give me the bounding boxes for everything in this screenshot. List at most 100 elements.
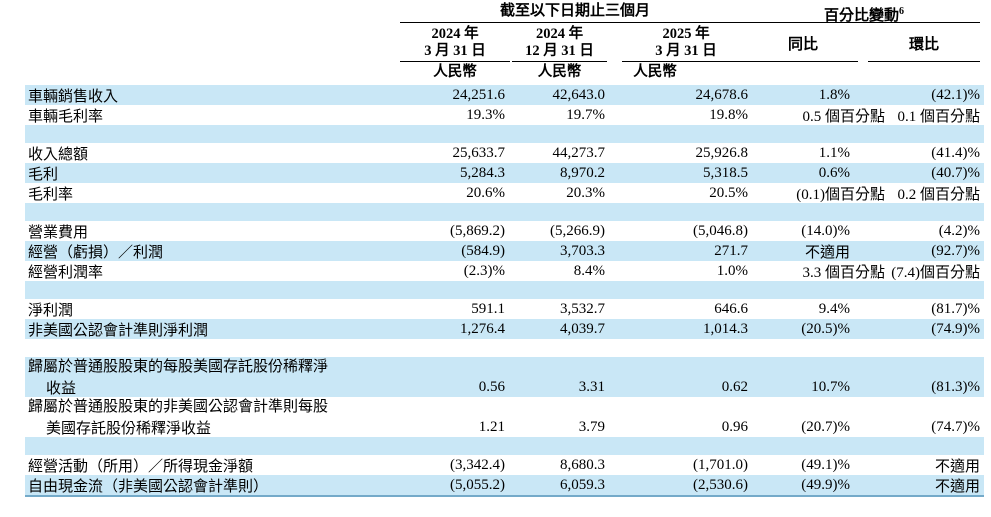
cell-qoq: 不適用 — [934, 479, 980, 495]
cell-qoq: (40.7)% — [931, 165, 980, 181]
cell-2024-12-31: 42,643.0 — [552, 87, 606, 103]
cell-2024-12-31: 8,970.2 — [560, 165, 605, 181]
period-group-label: 截至以下日期止三個月 — [499, 3, 650, 19]
cell-yoy: 0.6% — [818, 165, 850, 181]
table-row-line: 收入總額 25,633.7 44,273.7 25,926.8 1.1% (41.4)% — [25, 143, 984, 163]
cell-yoy: (0.1)個百分點 — [796, 187, 885, 203]
table-row-line: 經營活動（所用）／所得現金淨額 (3,342.4) 8,680.3 (1,701.0)… — [25, 455, 984, 475]
cell-2024-12-31: 8.4% — [573, 263, 605, 279]
table-row: 車輛銷售收入 24,251.6 42,643.0 24,678.6 1.8% (42.1)… — [25, 85, 984, 105]
spacer-row — [25, 281, 984, 299]
table-row: 經營利潤率 (2.3)% 8.4% 1.0% 3.3 個百分點 (7.4)個百分點 — [25, 261, 984, 281]
cell-yoy: 1.8% — [818, 87, 850, 103]
cell-2024-03-31: 19.3% — [466, 107, 505, 123]
cell-2024-03-31: 25,633.7 — [452, 145, 506, 161]
cell-2024-12-31: 19.7% — [566, 107, 605, 123]
cell-2024-03-31: 24,251.6 — [452, 87, 506, 103]
cell-2025-03-31: 19.8% — [709, 107, 748, 123]
cell-qoq: (74.7)% — [931, 419, 980, 435]
cell-qoq: (41.4)% — [931, 145, 980, 161]
cell-2024-12-31: 3,703.3 — [560, 243, 605, 259]
cell-2024-03-31: 20.6% — [466, 185, 505, 201]
cell-yoy: 0.5 個百分點 — [802, 109, 885, 125]
table-row: 經營（虧損）／利潤 (584.9) 3,703.3 271.7 不適用 (92.7)% — [25, 241, 984, 261]
cell-2024-12-31: 20.3% — [566, 185, 605, 201]
cell-2025-03-31: 0.62 — [721, 379, 748, 395]
cell-2025-03-31: (5,046.8) — [693, 223, 748, 239]
row-label: 經營（虧損）／利潤 — [28, 245, 164, 261]
pct-change-label: 百分比變動 — [823, 8, 899, 24]
date-line: 3 月 31 日 — [655, 43, 717, 59]
column-header-2025-03-31: 2025 年 3 月 31 日 — [622, 25, 750, 62]
cell-2025-03-31: 25,926.8 — [695, 145, 749, 161]
cell-2025-03-31: 271.7 — [714, 243, 748, 259]
row-label: 自由現金流（非美國公認會計準則） — [28, 479, 269, 495]
pct-change-group-header: 百分比變動6 — [748, 3, 980, 24]
cell-qoq: (81.7)% — [931, 301, 980, 317]
row-label: 車輛銷售收入 — [28, 89, 119, 105]
qoq-label: 環比 — [908, 36, 939, 53]
row-label: 經營活動（所用）／所得現金淨額 — [28, 459, 254, 475]
cell-2024-03-31: 1.21 — [478, 419, 505, 435]
row-label: 毛利 — [28, 167, 59, 183]
cell-2024-03-31: (3,342.4) — [450, 457, 505, 473]
table-row-line: 收益 0.56 3.31 0.62 10.7% (81.3)% — [25, 377, 984, 397]
spacer-row — [25, 437, 984, 455]
table-row-line: 毛利 5,284.3 8,970.2 5,318.5 0.6% (40.7)% — [25, 163, 984, 183]
row-label: 歸屬於普通股股東的非美國公認會計準則每股 — [28, 399, 329, 415]
cell-2024-03-31: 5,284.3 — [460, 165, 505, 181]
cell-2024-12-31: 6,059.3 — [560, 477, 605, 493]
cell-yoy: (49.1)% — [801, 457, 850, 473]
spacer-row — [25, 339, 984, 357]
row-label: 營業費用 — [28, 225, 89, 241]
currency-label: 人民幣 — [537, 64, 582, 80]
cell-2024-12-31: 44,273.7 — [552, 145, 606, 161]
date-line: 3 月 31 日 — [424, 43, 486, 59]
cell-2025-03-31: 1,014.3 — [703, 321, 748, 337]
table-row-line: 經營利潤率 (2.3)% 8.4% 1.0% 3.3 個百分點 (7.4)個百分點 — [25, 261, 984, 281]
cell-yoy: 10.7% — [811, 379, 850, 395]
table-row-line: 車輛銷售收入 24,251.6 42,643.0 24,678.6 1.8% (42.1)… — [25, 85, 984, 105]
cell-2024-03-31: 1,276.4 — [460, 321, 505, 337]
cell-qoq: (7.4)個百分點 — [891, 265, 980, 281]
cell-qoq: 0.1 個百分點 — [897, 109, 980, 125]
table-row-line: 營業費用 (5,869.2) (5,266.9) (5,046.8) (14.0)% (4… — [25, 221, 984, 241]
spacer-row — [25, 203, 984, 221]
cell-2024-12-31: 8,680.3 — [560, 457, 605, 473]
cell-yoy: (20.7)% — [801, 419, 850, 435]
cell-2025-03-31: 646.6 — [714, 301, 748, 317]
cell-yoy: (49.9)% — [801, 477, 850, 493]
cell-2024-03-31: 0.56 — [478, 379, 505, 395]
cell-yoy: 不適用 — [804, 245, 850, 261]
column-header-yoy: 同比 — [748, 25, 858, 62]
cell-yoy: 1.1% — [818, 145, 850, 161]
cell-2024-12-31: 3,532.7 — [560, 301, 605, 317]
table-row: 非美國公認會計準則淨利潤 1,276.4 4,039.7 1,014.3 (20.5)%… — [25, 319, 984, 339]
cell-yoy: (20.5)% — [801, 321, 850, 337]
period-group-header: 截至以下日期止三個月 — [400, 3, 750, 23]
table-row-line: 毛利率 20.6% 20.3% 20.5% (0.1)個百分點 0.2 個百分點 — [25, 183, 984, 203]
table-row: 自由現金流（非美國公認會計準則） (5,055.2) 6,059.3 (2,530.6… — [25, 475, 984, 497]
row-label: 非美國公認會計準則淨利潤 — [28, 323, 209, 339]
currency-label: 人民幣 — [633, 64, 677, 80]
table-row: 歸屬於普通股股東的非美國公認會計準則每股 美國存託股份稀釋淨收益 1.21 3.79 0… — [25, 397, 984, 437]
column-header-2024-03-31: 2024 年 3 月 31 日 — [400, 25, 510, 62]
cell-2024-12-31: 4,039.7 — [560, 321, 605, 337]
row-label: 車輛毛利率 — [28, 109, 104, 125]
row-label: 美國存託股份稀釋淨收益 — [46, 421, 212, 437]
table-row-line: 經營（虧損）／利潤 (584.9) 3,703.3 271.7 不適用 (92.7)% — [25, 241, 984, 261]
cell-2024-03-31: (5,869.2) — [450, 223, 505, 239]
row-label: 收益 — [46, 381, 77, 397]
table-row: 毛利率 20.6% 20.3% 20.5% (0.1)個百分點 0.2 個百分點 — [25, 183, 984, 203]
table-row: 毛利 5,284.3 8,970.2 5,318.5 0.6% (40.7)% — [25, 163, 984, 183]
yoy-label: 同比 — [787, 36, 818, 53]
table-body: 車輛銷售收入 24,251.6 42,643.0 24,678.6 1.8% (42.1)… — [25, 85, 984, 497]
cell-yoy: (14.0)% — [801, 223, 850, 239]
cell-2024-03-31: (5,055.2) — [450, 477, 505, 493]
cell-2025-03-31: (2,530.6) — [693, 477, 748, 493]
footnote-superscript: 6 — [899, 6, 904, 17]
date-line: 12 月 31 日 — [525, 43, 594, 59]
spacer-row — [25, 125, 984, 143]
cell-yoy: 9.4% — [818, 301, 850, 317]
